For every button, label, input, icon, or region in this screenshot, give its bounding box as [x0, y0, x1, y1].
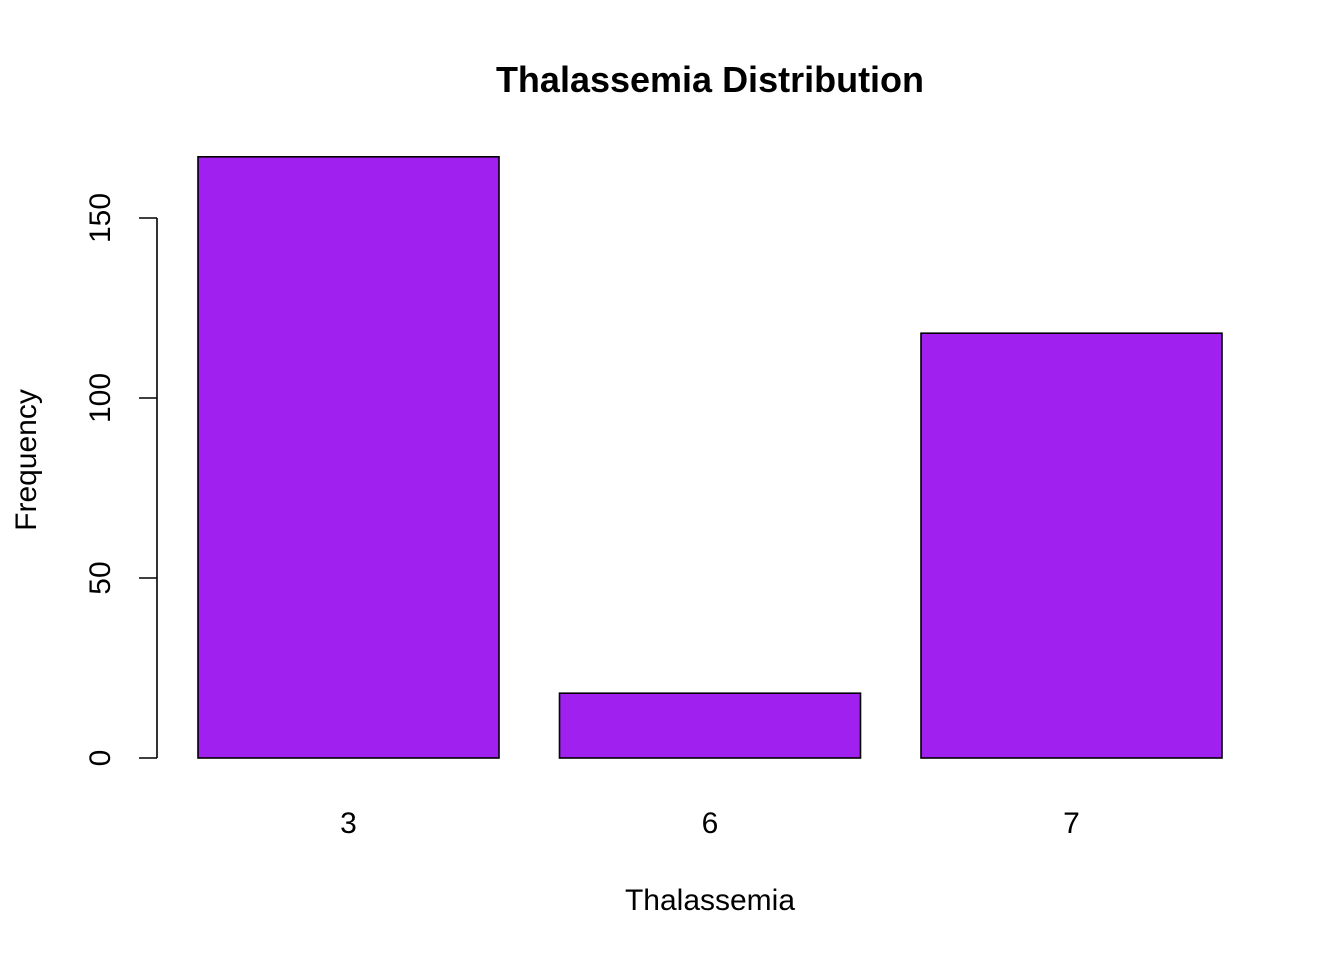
bar-6 [558, 692, 862, 759]
y-tick-label: 100 [84, 373, 117, 423]
y-axis: 0 50 100 150 [84, 193, 158, 767]
y-tick-label: 0 [84, 750, 117, 767]
y-tick-label: 150 [84, 193, 117, 243]
x-tick-label: 3 [340, 807, 357, 840]
x-tick-label: 7 [1063, 807, 1080, 840]
x-tick-labels: 3 6 7 [340, 807, 1080, 840]
bar-3 [197, 156, 500, 759]
bar-7 [920, 332, 1223, 759]
y-tick-label: 50 [84, 561, 117, 594]
chart-title: Thalassemia Distribution [496, 59, 924, 100]
bars-group [197, 156, 1223, 759]
y-axis-label: Frequency [10, 389, 43, 531]
x-axis-label: Thalassemia [625, 884, 795, 917]
x-tick-label: 6 [702, 807, 719, 840]
